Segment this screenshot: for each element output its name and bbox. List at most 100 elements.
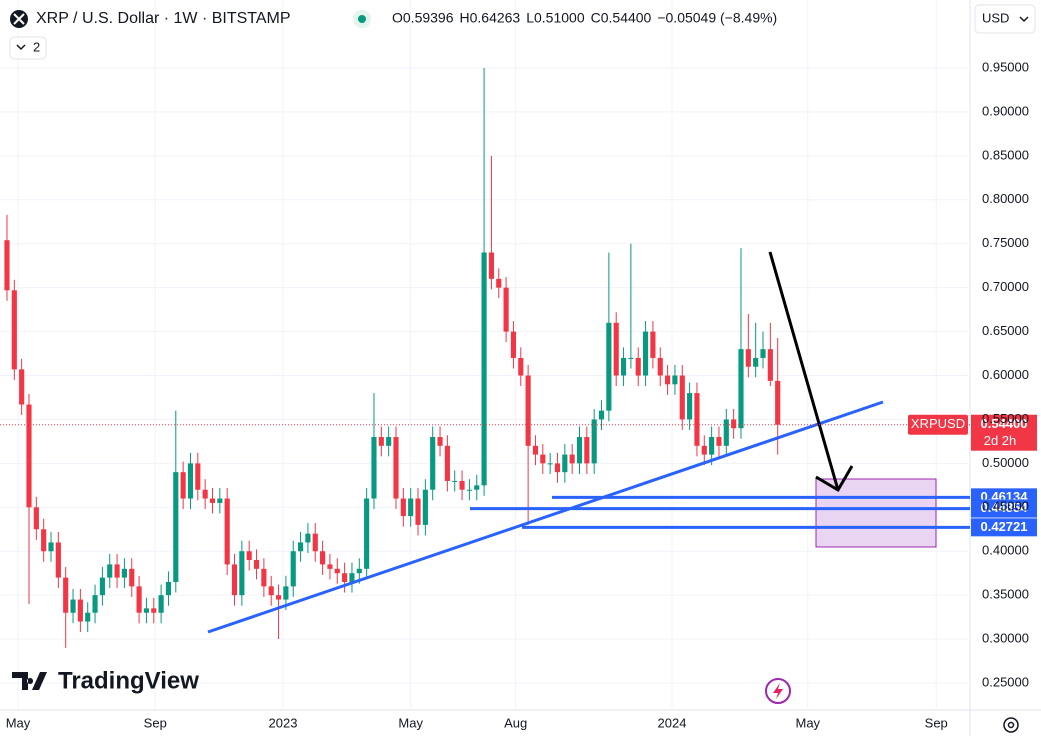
- candle-body: [650, 331, 656, 358]
- candle-body: [224, 498, 230, 565]
- candle-body: [63, 577, 69, 613]
- candle-body: [753, 357, 759, 367]
- candle-body: [518, 357, 524, 376]
- candle-body: [48, 542, 54, 552]
- candle-body: [642, 331, 649, 376]
- currency: USD: [982, 10, 1009, 25]
- candle-body: [496, 278, 502, 288]
- candle-body: [19, 369, 25, 405]
- candle-body: [158, 595, 164, 613]
- candle-body: [386, 437, 392, 446]
- candle-body: [437, 437, 443, 446]
- currency-select[interactable]: [974, 4, 1036, 34]
- arrow-shaft: [768, 251, 840, 491]
- ohlc-value: O0.59396: [392, 10, 454, 26]
- candle-body: [92, 595, 98, 613]
- candle-body: [745, 349, 751, 367]
- y-tick-label: 0.70000: [982, 279, 1029, 294]
- candle-body: [665, 375, 671, 385]
- x-tick-label: Sep: [925, 715, 948, 730]
- candle-body: [11, 290, 17, 370]
- candle-body: [136, 586, 142, 613]
- candle-body: [195, 463, 201, 490]
- brand-name: TradingView: [58, 667, 199, 694]
- y-tick-label: 0.55000: [982, 411, 1029, 426]
- candle-body: [356, 568, 362, 574]
- symbol-label: XRPUSD: [911, 416, 965, 431]
- chevron: [16, 44, 26, 51]
- x-tick-label: Aug: [504, 715, 527, 730]
- candle-body: [613, 322, 619, 376]
- candle-body: [562, 454, 568, 473]
- candle-body: [723, 419, 729, 446]
- y-tick-label: 0.95000: [982, 59, 1029, 74]
- y-tick-label: 0.25000: [982, 674, 1029, 689]
- candle-body: [672, 375, 678, 385]
- brand-logo: [12, 672, 47, 690]
- candle-body: [532, 445, 539, 455]
- y-tick-label: 0.30000: [982, 631, 1029, 646]
- y-tick-label: 0.75000: [982, 235, 1029, 250]
- indicator-count: 2: [33, 39, 40, 54]
- candle-body: [202, 489, 208, 499]
- candle-body: [217, 498, 223, 503]
- candle-body: [77, 599, 83, 622]
- candle-body: [415, 498, 421, 525]
- candle-body: [628, 357, 634, 359]
- x-tick-label: 2024: [658, 715, 687, 730]
- candle-body: [371, 437, 377, 499]
- lightning-bolt: [773, 683, 783, 699]
- status-dot: [358, 15, 366, 23]
- candle-body: [209, 498, 216, 503]
- symbol-label-bg: [908, 414, 968, 435]
- level-label-bg: [971, 518, 1037, 537]
- candle-body: [107, 564, 113, 578]
- candle-body: [320, 551, 326, 565]
- candle-body: [378, 437, 384, 446]
- level-label-bg: [971, 499, 1037, 518]
- candle-body: [187, 463, 194, 499]
- price-label-bg: [971, 414, 1037, 451]
- candle-body: [41, 529, 47, 552]
- candle-body: [657, 357, 663, 376]
- candle-body: [767, 349, 773, 381]
- candle-body: [584, 437, 590, 464]
- settings-icon[interactable]: [1003, 717, 1019, 733]
- candle-body: [547, 463, 553, 465]
- lightning-icon[interactable]: [765, 678, 791, 704]
- candle-body: [510, 331, 517, 358]
- candle-body: [466, 489, 472, 491]
- candles: [4, 68, 781, 648]
- ohlc-value: C0.54400: [591, 10, 652, 26]
- candle-body: [569, 454, 575, 464]
- candle-body: [635, 357, 641, 376]
- candle-body: [246, 551, 252, 561]
- candle-body: [591, 419, 597, 464]
- ohlc-value: −0.05049 (−8.49%): [657, 10, 777, 26]
- candle-body: [129, 568, 135, 587]
- y-tick-label: 0.80000: [982, 191, 1029, 206]
- candle-body: [709, 437, 715, 455]
- candle-body: [598, 410, 605, 420]
- candle-body: [305, 533, 311, 543]
- candle-body: [488, 252, 494, 279]
- gear-center: [1007, 721, 1015, 729]
- candle-body: [312, 533, 318, 552]
- candle-body: [121, 568, 127, 578]
- candle-body: [261, 568, 267, 587]
- candle-body: [143, 608, 150, 613]
- candle-body: [430, 437, 436, 490]
- y-tick-label: 0.65000: [982, 323, 1029, 338]
- trend-line[interactable]: [207, 400, 884, 634]
- symbol-title[interactable]: XRP / U.S. Dollar · 1W · BITSTAMP: [36, 10, 291, 27]
- candle-body: [283, 586, 289, 600]
- y-tick-label: 0.90000: [982, 103, 1029, 118]
- arrow[interactable]: [768, 251, 854, 493]
- candle-body: [400, 498, 406, 517]
- indicators-toggle[interactable]: [9, 36, 47, 60]
- arrow-head: [815, 465, 854, 493]
- candle-body: [334, 568, 340, 574]
- candle-body: [694, 393, 700, 446]
- candle-body: [481, 252, 487, 486]
